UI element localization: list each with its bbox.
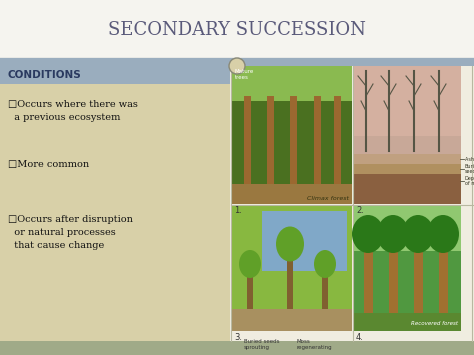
Bar bbox=[439, 244, 448, 313]
Bar bbox=[0, 66, 230, 84]
Text: 3.: 3. bbox=[234, 333, 242, 342]
Bar bbox=[354, 174, 461, 204]
Bar bbox=[232, 206, 352, 331]
Text: Ash layer: Ash layer bbox=[465, 157, 474, 162]
Bar bbox=[354, 206, 461, 251]
Text: □Occurs after disruption
  or natural processes
  that cause change: □Occurs after disruption or natural proc… bbox=[8, 215, 133, 250]
Bar bbox=[354, 66, 461, 204]
Text: Recovered forest: Recovered forest bbox=[411, 321, 458, 326]
Bar bbox=[290, 96, 297, 204]
Text: 4.: 4. bbox=[356, 333, 364, 342]
Text: Moss
regenerating: Moss regenerating bbox=[297, 339, 333, 350]
Bar bbox=[354, 206, 461, 331]
Bar bbox=[232, 66, 352, 204]
Bar bbox=[0, 0, 474, 62]
Ellipse shape bbox=[377, 215, 409, 253]
Ellipse shape bbox=[314, 250, 336, 278]
Text: □More common: □More common bbox=[8, 160, 89, 169]
Bar bbox=[247, 259, 253, 309]
Circle shape bbox=[229, 58, 245, 74]
Bar bbox=[232, 309, 352, 331]
Bar bbox=[232, 184, 352, 204]
Bar bbox=[334, 96, 341, 204]
Bar bbox=[244, 96, 251, 204]
Text: Climax forest: Climax forest bbox=[307, 196, 349, 201]
Ellipse shape bbox=[402, 215, 434, 253]
Ellipse shape bbox=[239, 250, 261, 278]
Bar bbox=[0, 341, 474, 355]
Text: CONDITIONS: CONDITIONS bbox=[8, 70, 82, 80]
Bar bbox=[232, 86, 352, 204]
Bar bbox=[414, 244, 423, 313]
Bar bbox=[364, 244, 373, 313]
Text: SECONDARY SUCCESSION: SECONDARY SUCCESSION bbox=[108, 21, 366, 39]
Bar bbox=[322, 259, 328, 309]
Ellipse shape bbox=[276, 226, 304, 262]
Text: 2.: 2. bbox=[356, 206, 364, 215]
Bar bbox=[0, 58, 474, 66]
Bar bbox=[232, 66, 352, 101]
Text: 1.: 1. bbox=[234, 206, 242, 215]
Text: Mature
trees: Mature trees bbox=[235, 69, 254, 80]
Ellipse shape bbox=[352, 215, 384, 253]
Text: □Occurs where there was
  a previous ecosystem: □Occurs where there was a previous ecosy… bbox=[8, 100, 138, 122]
Bar bbox=[262, 211, 347, 271]
Bar bbox=[354, 154, 461, 164]
Text: Buried seeds
sprouting: Buried seeds sprouting bbox=[244, 339, 280, 350]
Ellipse shape bbox=[427, 215, 459, 253]
Bar bbox=[287, 239, 293, 309]
Text: Buried
seeds: Buried seeds bbox=[465, 164, 474, 174]
Bar bbox=[267, 96, 274, 204]
Text: Deposition
of minerals: Deposition of minerals bbox=[465, 176, 474, 186]
Bar bbox=[0, 66, 230, 355]
Bar bbox=[354, 313, 461, 331]
Bar bbox=[389, 244, 398, 313]
Bar bbox=[314, 96, 321, 204]
Bar bbox=[354, 164, 461, 174]
Bar bbox=[354, 66, 461, 136]
